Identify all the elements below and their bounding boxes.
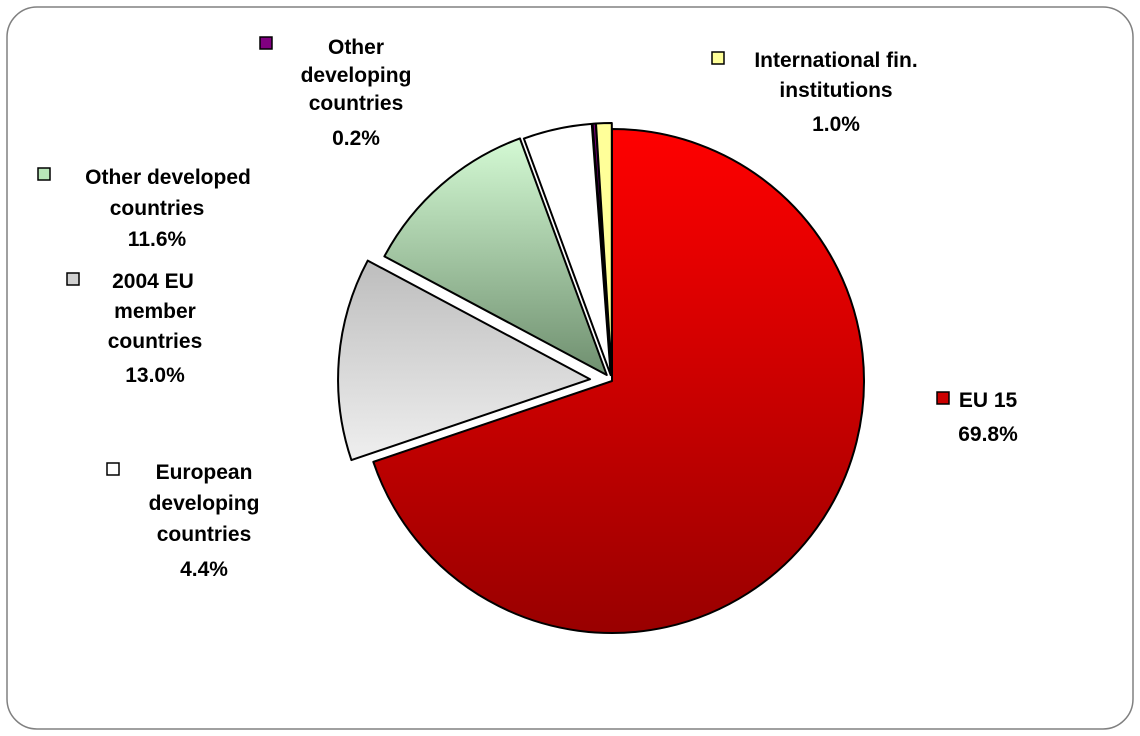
legend-marker-international-fin [711,51,725,65]
label-other-developing-line1: Other [328,36,384,59]
labels-layer: Other developing countries 0.2% Internat… [37,36,1018,581]
label-other-developed-line1: Other developed [85,166,251,189]
label-european-developing: European developing countries 4.4% [106,461,260,581]
slices-layer [337,122,865,634]
label-international-fin-percent: 1.0% [812,113,860,136]
label-2004-eu-line1: 2004 EU [112,270,194,293]
label-other-developing-line2: developing [301,64,412,87]
label-european-developing-percent: 4.4% [180,558,228,581]
legend-marker-other-developed [37,167,51,181]
label-eu15-percent: 69.8% [958,423,1018,446]
label-other-developing-line3: countries [309,92,404,115]
label-european-developing-line2: developing [149,492,260,515]
label-eu15-line1: EU 15 [959,389,1018,412]
slice-eu15 [372,128,865,634]
label-other-developed-percent: 11.6% [128,228,187,251]
label-2004-eu-percent: 13.0% [125,364,185,387]
legend-marker-eu15 [936,391,950,405]
legend-marker-other-developing [259,36,273,50]
label-eu15: EU 15 69.8% [936,389,1018,446]
label-international-fin-line2: institutions [779,79,892,102]
label-international-fin: International fin. institutions 1.0% [711,49,918,136]
label-other-developing: Other developing countries 0.2% [259,36,412,150]
label-other-developed-line2: countries [110,197,205,220]
legend-marker-european-developing [106,462,120,476]
legend-marker-2004-eu [66,272,80,286]
label-other-developing-percent: 0.2% [332,127,380,150]
slice-other-developed [383,137,608,376]
label-2004-eu-line3: countries [108,330,203,353]
label-international-fin-line1: International fin. [754,49,917,72]
label-european-developing-line3: countries [157,523,252,546]
label-2004-eu-line2: member [114,300,196,323]
slice-international-fin [594,122,613,377]
slice-2004-eu-members [337,259,592,462]
label-2004-eu: 2004 EU member countries 13.0% [66,270,203,387]
label-other-developed: Other developed countries 11.6% [37,166,251,251]
label-european-developing-line1: European [156,461,253,484]
